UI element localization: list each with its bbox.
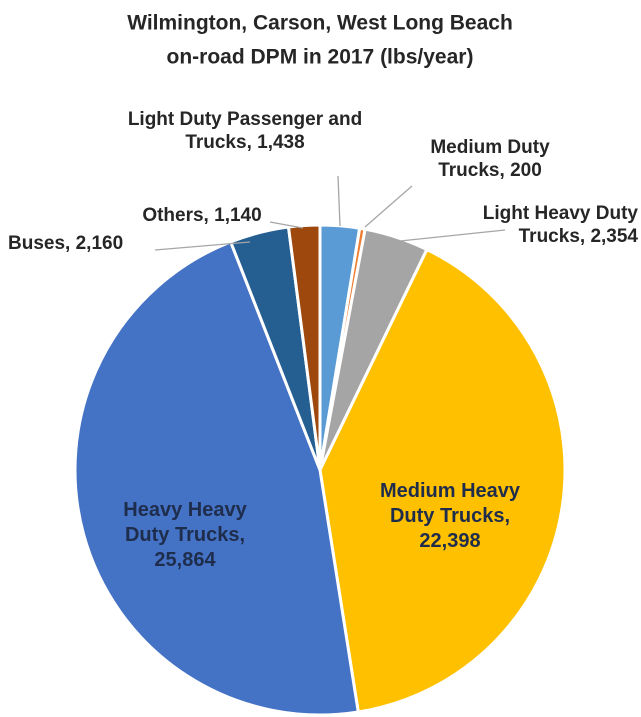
slice-label-text: Light Heavy Duty Trucks, 2,354 — [480, 202, 638, 248]
slice-label-text: Light Duty Passenger and Trucks, 1,438 — [110, 108, 380, 154]
slice-label: Heavy Heavy Duty Trucks, 25,864 — [100, 498, 270, 573]
pie-slice — [286, 223, 322, 471]
slice-label-text: Others, 1,140 — [112, 204, 292, 227]
slice-label: Buses, 2,160 — [8, 232, 168, 255]
value-label: 2,354 — [590, 226, 638, 247]
slice-label: Medium Duty Trucks, 200 — [405, 136, 575, 182]
category-label: Medium Duty Trucks, — [430, 137, 550, 181]
category-label: Buses, — [8, 233, 71, 254]
category-label: Heavy Heavy Duty Trucks, — [123, 499, 247, 546]
slice-label-text: Medium Duty Trucks, 200 — [405, 136, 575, 182]
slice-label-text: Medium Heavy Duty Trucks, 22,398 — [375, 479, 525, 554]
slice-label: Light Heavy Duty Trucks, 2,354 — [480, 202, 638, 248]
slice-label-text: Buses, 2,160 — [8, 232, 168, 255]
category-label: Light Duty Passenger and Trucks, — [127, 109, 363, 153]
value-label: 25,864 — [154, 549, 216, 571]
slice-label: Medium Heavy Duty Trucks, 22,398 — [375, 479, 525, 554]
slice-label: Light Duty Passenger and Trucks, 1,438 — [110, 108, 380, 154]
value-label: 1,140 — [214, 205, 262, 226]
value-label: 22,398 — [419, 530, 481, 552]
category-label: Others, — [142, 205, 209, 226]
category-label: Medium Heavy Duty Trucks, — [379, 480, 521, 527]
category-label: Light Heavy Duty Trucks, — [482, 203, 638, 247]
leader-line — [269, 221, 304, 229]
chart-title: Wilmington, Carson, West Long Beach — [127, 12, 513, 35]
value-label: 2,160 — [75, 233, 124, 254]
value-label: 200 — [510, 160, 542, 181]
pie-slice — [318, 247, 567, 714]
slice-label-text: Heavy Heavy Duty Trucks, 25,864 — [100, 498, 270, 573]
slice-label: Others, 1,140 — [112, 204, 292, 227]
leader-line — [364, 185, 413, 228]
leader-line — [154, 241, 251, 251]
chart-title: on-road DPM in 2017 (lbs/year) — [167, 46, 474, 69]
value-label: 1,438 — [257, 132, 305, 153]
leader-line — [399, 229, 506, 242]
pie-slice — [73, 239, 360, 717]
leader-line — [337, 175, 341, 227]
